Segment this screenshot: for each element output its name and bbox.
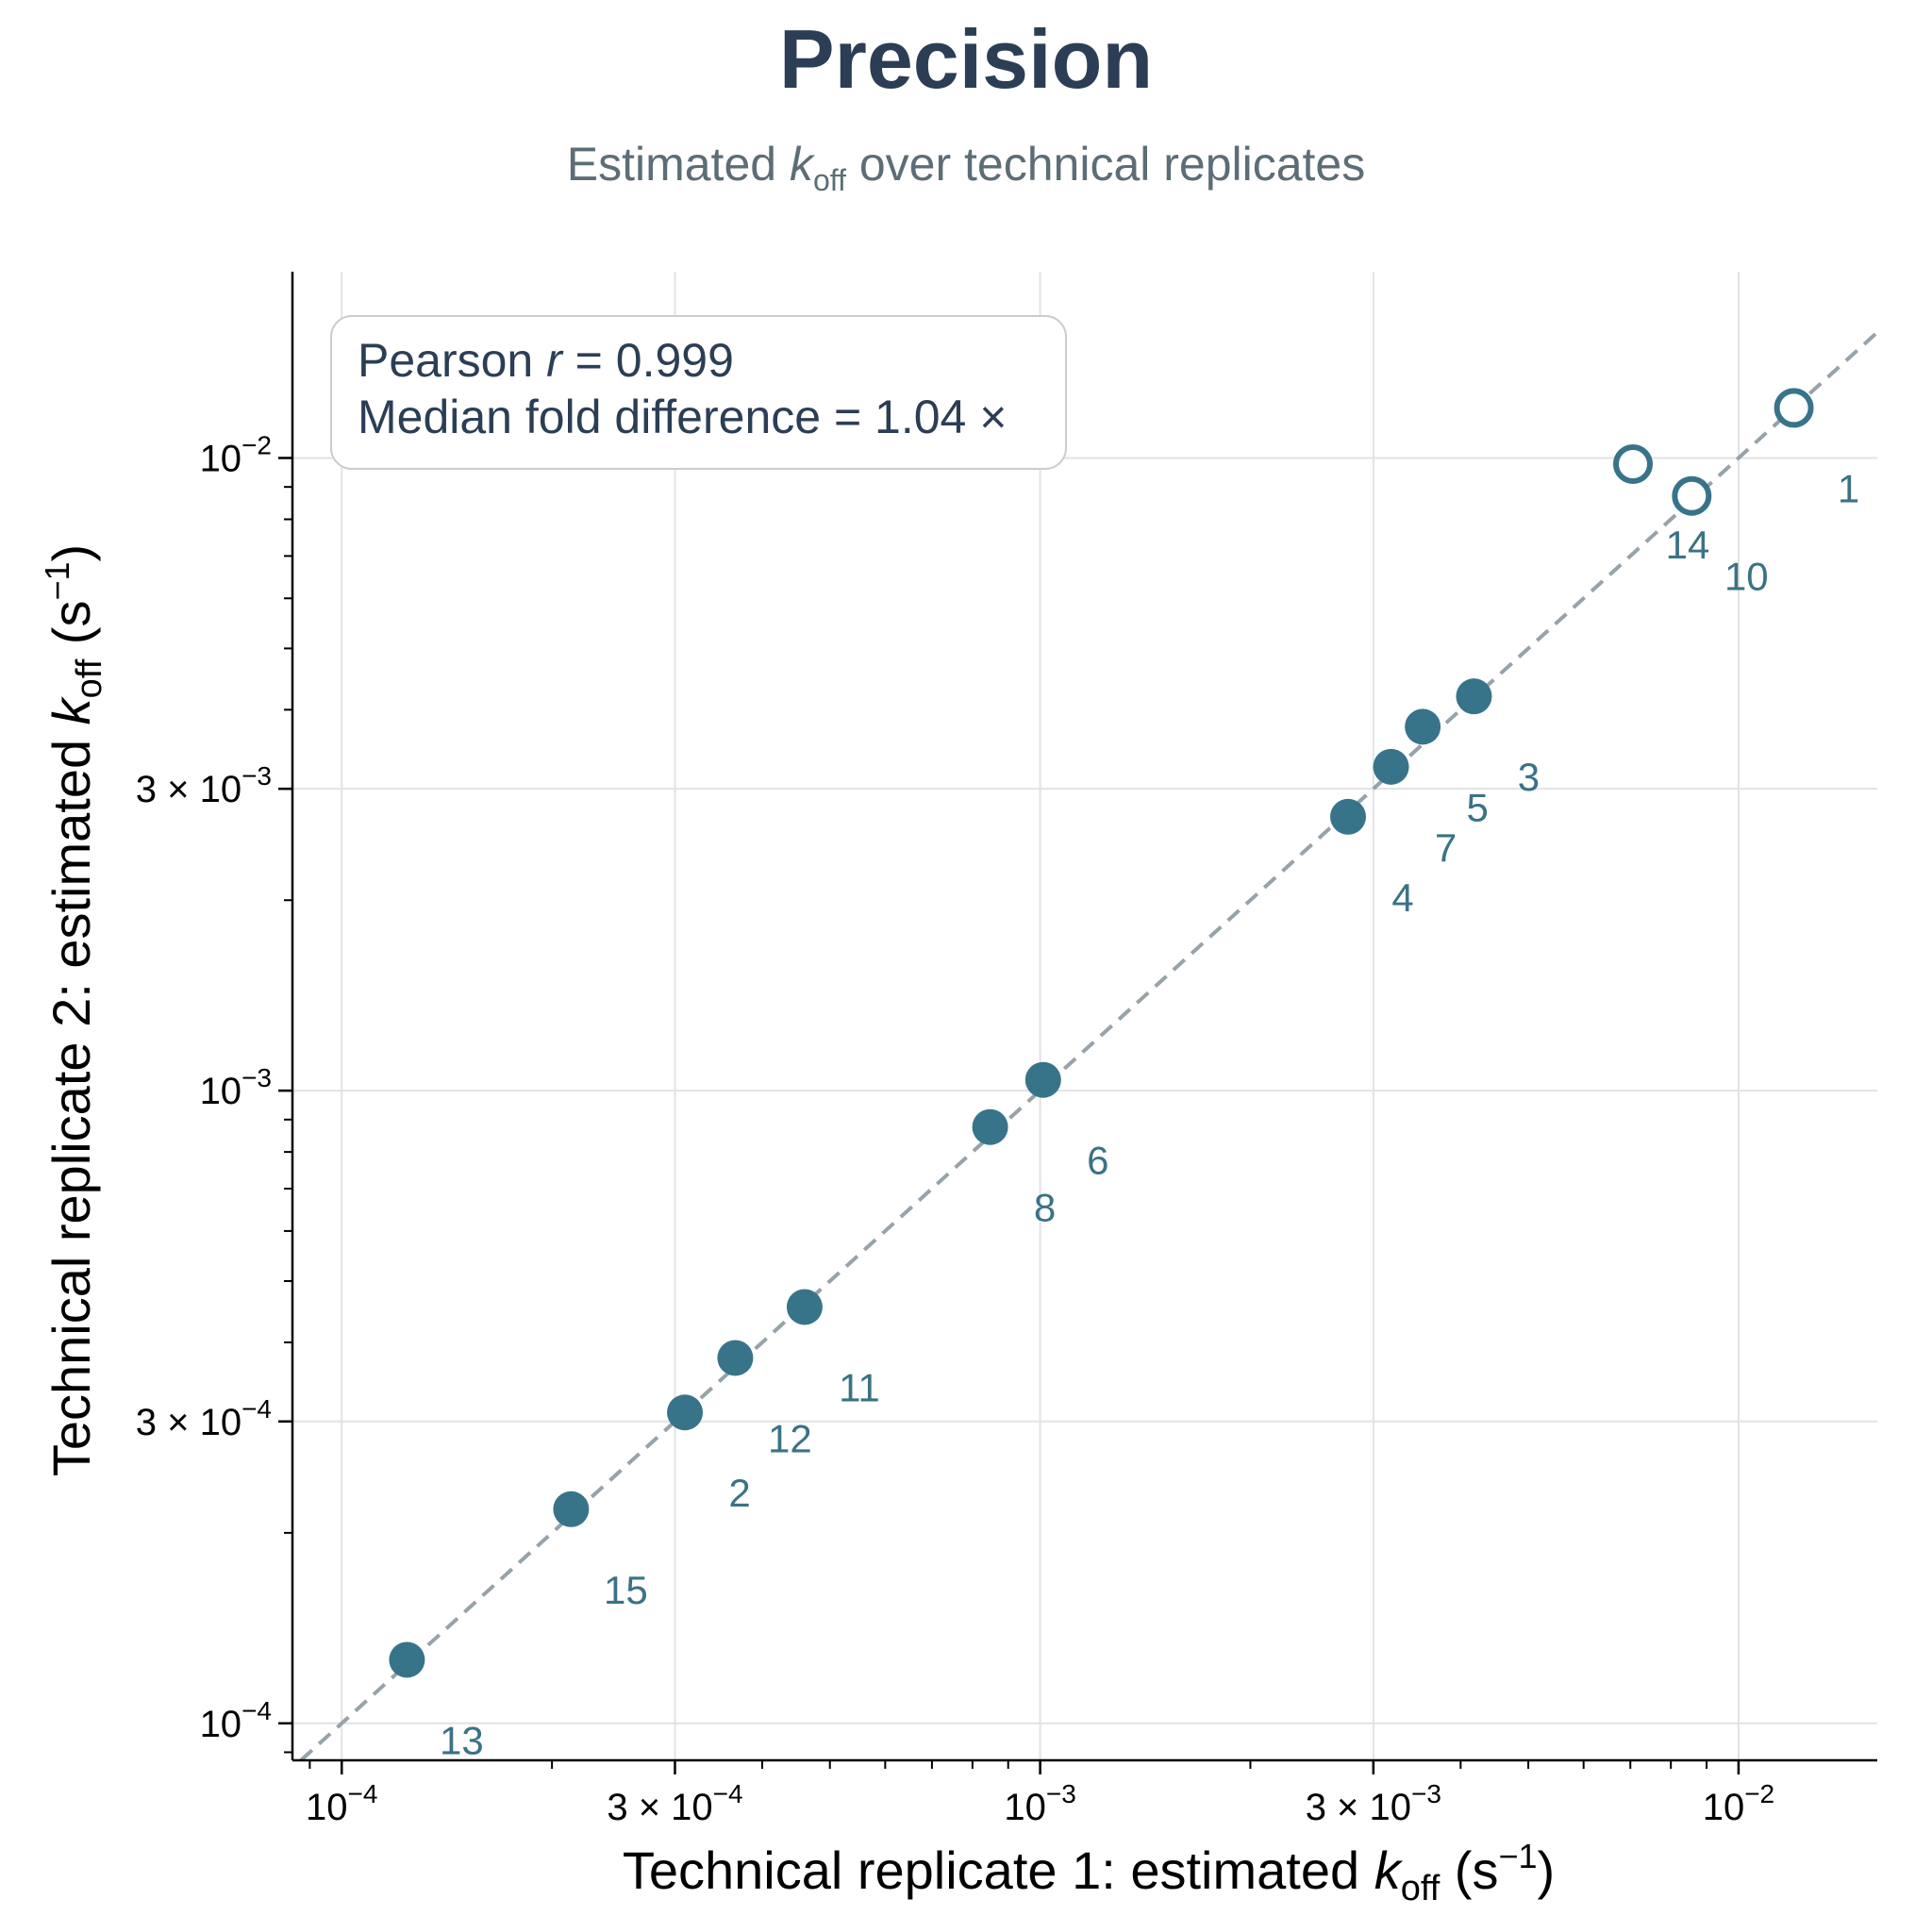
y-tick-label: 10−4 (200, 1696, 272, 1745)
chart-title: Precision (778, 12, 1154, 106)
stats-box: Pearson r = 0.999 Median fold difference… (330, 315, 1067, 470)
point-13 (389, 1641, 425, 1678)
subtitle-sub: off (812, 163, 846, 197)
point-label-3: 3 (1518, 755, 1540, 799)
point-label-8: 8 (1034, 1186, 1056, 1230)
point-label-7: 7 (1435, 825, 1457, 870)
x-tick-label: 3 × 10−3 (1306, 1779, 1441, 1828)
point-label-6: 6 (1087, 1139, 1108, 1183)
point-14 (1612, 443, 1653, 484)
point-label-14: 14 (1666, 523, 1710, 567)
point-12 (717, 1340, 754, 1376)
point-7 (1373, 748, 1409, 785)
grid (292, 272, 1877, 1760)
stats-box-frame (330, 315, 1067, 470)
stats-pearson: Pearson r = 0.999 (358, 334, 734, 387)
point-1 (1774, 388, 1814, 428)
point-8 (972, 1108, 1008, 1145)
chart-subtitle: Estimated koff over technical replicates (0, 137, 1932, 198)
x-tick-label: 3 × 10−4 (607, 1779, 742, 1828)
data-points (389, 388, 1814, 1678)
stats-median-fold: Median fold difference = 1.04 × (358, 391, 1007, 443)
y-tick-label: 3 × 10−3 (136, 761, 272, 810)
y-tick-label: 10−2 (200, 430, 272, 479)
subtitle-prefix: Estimated (566, 138, 790, 191)
point-11 (786, 1289, 823, 1325)
x-tick-label: 10−2 (1703, 1779, 1774, 1828)
point-label-1: 1 (1838, 466, 1859, 510)
point-5 (1405, 708, 1441, 745)
y-axis-label: Technical replicate 2: estimated koff (s… (38, 544, 109, 1476)
subtitle-suffix: over technical replicates (845, 138, 1366, 191)
point-6 (1024, 1061, 1061, 1098)
point-label-11: 11 (839, 1365, 880, 1409)
identity-line (299, 330, 1879, 1762)
point-label-5: 5 (1466, 785, 1488, 829)
x-axis-label: Technical replicate 1: estimated koff (s… (623, 1837, 1555, 1908)
point-15 (553, 1491, 590, 1527)
y-tick-label: 3 × 10−4 (136, 1394, 272, 1443)
point-label-12: 12 (768, 1416, 812, 1460)
x-tick-label: 10−4 (306, 1779, 377, 1828)
point-10 (1672, 475, 1712, 516)
point-4 (1330, 798, 1367, 835)
point-2 (667, 1394, 704, 1431)
point-label-2: 2 (728, 1471, 750, 1515)
axes: 10−4 3 × 10−4 10−3 3 × 10−3 10−2 10−4 3 × 10−4… (136, 272, 1877, 1828)
point-label-4: 4 (1391, 875, 1413, 920)
point-label-13: 13 (440, 1718, 484, 1762)
point-3 (1456, 678, 1492, 715)
y-tick-label: 10−3 (200, 1063, 272, 1112)
point-label-15: 15 (604, 1568, 648, 1612)
point-label-10: 10 (1724, 555, 1769, 599)
x-tick-label: 10−3 (1004, 1779, 1075, 1828)
subtitle-var: k (789, 138, 813, 191)
